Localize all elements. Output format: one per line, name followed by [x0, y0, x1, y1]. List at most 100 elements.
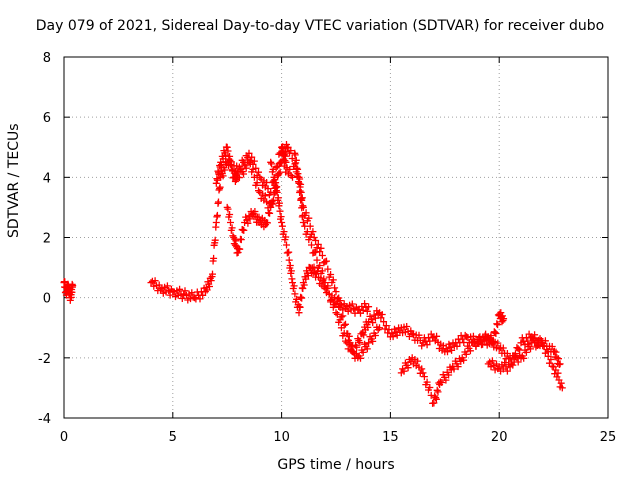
- data-point: [276, 207, 284, 215]
- data-point: [298, 204, 306, 212]
- data-point: [430, 399, 438, 407]
- data-point: [325, 290, 333, 298]
- data-point: [191, 294, 199, 302]
- x-tick-label: 0: [60, 430, 68, 445]
- data-point: [427, 391, 435, 399]
- x-axis-label: GPS time / hours: [277, 457, 395, 473]
- data-point: [303, 228, 311, 236]
- data-point: [358, 330, 366, 338]
- data-point: [328, 295, 336, 303]
- data-point: [274, 171, 282, 179]
- data-point: [223, 203, 231, 211]
- data-point: [479, 340, 487, 348]
- data-point: [531, 331, 539, 339]
- data-point: [246, 215, 254, 223]
- data-point: [226, 152, 234, 160]
- data-point: [163, 282, 171, 290]
- data-point: [459, 335, 466, 343]
- data-point: [300, 281, 308, 289]
- data-point: [323, 257, 330, 265]
- data-point: [499, 344, 507, 352]
- data-point: [331, 301, 339, 309]
- data-point: [359, 348, 367, 356]
- data-point: [438, 379, 446, 386]
- data-point: [226, 211, 234, 218]
- data-point: [509, 361, 517, 369]
- data-point: [527, 345, 534, 353]
- data-point: [224, 147, 232, 155]
- data-point: [277, 213, 285, 221]
- x-tick-label: 15: [382, 430, 399, 445]
- data-point: [432, 394, 440, 402]
- data-point: [285, 248, 293, 256]
- data-point: [215, 170, 223, 178]
- data-point: [400, 367, 408, 375]
- data-point: [557, 379, 565, 387]
- data-point: [522, 348, 530, 356]
- data-point: [543, 346, 551, 353]
- data-point: [552, 348, 560, 356]
- data-point: [209, 270, 216, 278]
- data-point: [236, 245, 244, 253]
- data-point: [316, 262, 324, 269]
- data-point: [415, 331, 423, 339]
- data-point: [313, 256, 321, 264]
- data-point: [507, 360, 515, 368]
- y-tick-label: -2: [38, 352, 51, 367]
- data-point: [408, 330, 416, 338]
- data-point: [289, 173, 296, 181]
- data-point: [418, 365, 426, 373]
- data-point: [245, 158, 253, 166]
- data-point: [491, 329, 499, 337]
- data-point: [432, 395, 440, 403]
- data-point: [494, 321, 502, 329]
- data-point: [294, 170, 302, 178]
- data-point: [270, 173, 278, 181]
- data-point: [380, 318, 388, 326]
- data-point: [272, 179, 280, 187]
- data-point: [286, 165, 294, 173]
- y-tick-label: 0: [43, 292, 51, 307]
- data-point: [289, 279, 296, 287]
- data-point: [453, 342, 461, 350]
- data-point: [224, 205, 232, 213]
- data-point: [216, 183, 224, 191]
- data-point: [147, 279, 155, 287]
- data-point: [249, 165, 257, 173]
- data-point: [287, 267, 295, 275]
- data-point: [306, 233, 314, 241]
- data-point: [298, 294, 306, 302]
- data-point: [240, 170, 247, 178]
- data-point: [376, 324, 383, 332]
- data-point: [466, 347, 474, 355]
- data-point: [255, 168, 262, 176]
- data-point: [327, 271, 335, 278]
- data-point: [423, 378, 431, 386]
- data-point: [329, 276, 337, 284]
- data-point: [317, 244, 325, 252]
- data-point: [340, 329, 348, 337]
- data-point: [222, 151, 230, 159]
- data-point: [243, 216, 251, 224]
- data-point: [237, 236, 245, 244]
- data-point: [275, 199, 283, 207]
- data-point: [242, 164, 250, 172]
- data-point: [261, 192, 269, 200]
- data-point: [445, 340, 453, 348]
- data-point: [285, 256, 293, 264]
- data-point: [367, 316, 375, 323]
- data-point: [310, 263, 318, 271]
- data-point: [250, 157, 258, 165]
- data-point: [442, 345, 450, 353]
- data-point: [377, 314, 385, 322]
- data-point: [297, 195, 305, 203]
- data-point: [207, 277, 215, 285]
- data-point: [318, 267, 326, 275]
- data-point: [420, 373, 428, 381]
- data-point: [275, 160, 283, 168]
- data-point: [151, 277, 159, 285]
- data-point: [357, 354, 364, 362]
- data-point: [196, 295, 204, 303]
- data-point: [264, 219, 271, 227]
- data-point: [366, 312, 374, 320]
